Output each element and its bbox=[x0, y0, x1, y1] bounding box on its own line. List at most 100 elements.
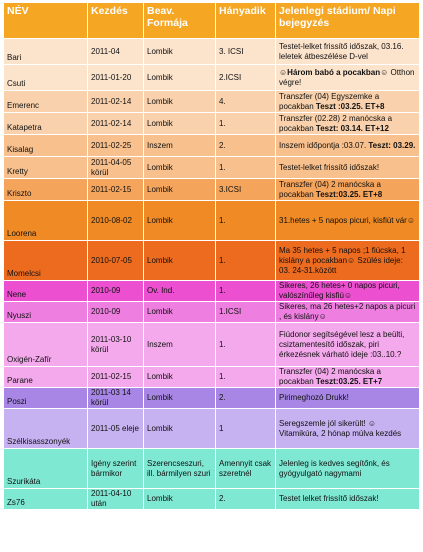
cell-start: 2010-09 bbox=[87, 301, 144, 323]
cell-method: Lombik bbox=[143, 366, 216, 388]
status-highlight: Teszt: 03.14. ET+12 bbox=[315, 123, 389, 133]
cell-method: Lombik bbox=[143, 90, 216, 113]
cell-name: Kriszto bbox=[3, 178, 88, 201]
table-row: Szurikáta Igény szerint bármikor Szerencse… bbox=[3, 448, 420, 489]
cell-method: Lombik bbox=[143, 387, 216, 409]
cell-start: 2011-02-15 bbox=[87, 178, 144, 201]
cell-status: ☺Három babó a pocakban☺ Otthon végre! bbox=[275, 64, 420, 91]
cell-name: Bari bbox=[3, 38, 88, 65]
status-text: Sikeres, ma 26 hetes+2 napos a picuri , … bbox=[279, 302, 416, 322]
cell-method: Szerencseszuri, ill. bármilyen szuri bbox=[143, 448, 216, 489]
header-nth: Hányadik bbox=[215, 2, 276, 39]
cell-method: Ov. Ind. bbox=[143, 280, 216, 302]
cell-status: Sikeres, 26 hetes+ 0 napos picuri, valós… bbox=[275, 280, 420, 302]
cell-start: 2011-03-10 körül bbox=[87, 322, 144, 367]
table-row: Zs76 2011-04-10 után Lombik 2. Testet lelket… bbox=[3, 488, 420, 510]
cell-start: 2010-07-05 bbox=[87, 240, 144, 281]
status-text: Sikeres, 26 hetes+ 0 napos picuri, valós… bbox=[279, 281, 400, 301]
cell-nth: 1. bbox=[215, 280, 276, 302]
cell-method: Lombik bbox=[143, 64, 216, 91]
cell-method: Inszem bbox=[143, 134, 216, 157]
cell-name: Poszi bbox=[3, 387, 88, 409]
header-status: Jelenlegi stádium/ Napi bejegyzés bbox=[275, 2, 420, 39]
status-text: Testet-lelket frissítő időszak! bbox=[279, 162, 380, 172]
cell-start: 2011-02-14 bbox=[87, 112, 144, 135]
cell-name: Kisalag bbox=[3, 134, 88, 157]
cell-status: Transzfer (04) 2 manócska a pocakban Tes… bbox=[275, 178, 420, 201]
status-highlight: Három babó a pocakban☺ bbox=[287, 67, 389, 77]
progress-table-container: NÉV Kezdés Beav. Formája Hányadik Jelenl… bbox=[3, 2, 420, 510]
cell-status: Pirimeghozó Drukk! bbox=[275, 387, 420, 409]
cell-status: Transzfer (04) Egyszemke a pocakban Tesz… bbox=[275, 90, 420, 113]
cell-start: 2011-03 14 körül bbox=[87, 387, 144, 409]
cell-nth: 1 bbox=[215, 408, 276, 449]
cell-status: Inszem időpontja :03.07. Teszt: 03.29. bbox=[275, 134, 420, 157]
cell-status: Fiúdonor segítségével lesz a beülti, csi… bbox=[275, 322, 420, 367]
table-row: Nyuszi 2010-09 Lombik 1.ICSI Sikeres, ma 26 … bbox=[3, 301, 420, 323]
header-row: NÉV Kezdés Beav. Formája Hányadik Jelenl… bbox=[3, 2, 420, 39]
cell-nth: 1. bbox=[215, 200, 276, 241]
cell-nth: 2. bbox=[215, 488, 276, 510]
cell-method: Lombik bbox=[143, 200, 216, 241]
header-start: Kezdés bbox=[87, 2, 144, 39]
table-row: Emerenc 2011-02-14 Lombik 4. Transzfer (04) … bbox=[3, 90, 420, 113]
cell-status: Testet lelket frissítő időszak! bbox=[275, 488, 420, 510]
cell-status: 31.hetes + 5 napos picuri, kisfiút vár☺ bbox=[275, 200, 420, 241]
cell-method: Lombik bbox=[143, 178, 216, 201]
cell-start: 2011-02-15 bbox=[87, 366, 144, 388]
status-text: 31.hetes + 5 napos picuri, kisfiút vár☺ bbox=[279, 215, 416, 225]
header-name: NÉV bbox=[3, 2, 88, 39]
cell-name: Kretty bbox=[3, 156, 88, 179]
cell-status: Sikeres, ma 26 hetes+2 napos a picuri , … bbox=[275, 301, 420, 323]
cell-start: 2011-01-20 bbox=[87, 64, 144, 91]
cell-method: Lombik bbox=[143, 488, 216, 510]
cell-name: Katapetra bbox=[3, 112, 88, 135]
cell-status: Transzfer (02.28) 2 manócska a pocakban … bbox=[275, 112, 420, 135]
cell-nth: 4. bbox=[215, 90, 276, 113]
table-row: Momelcsi 2010-07-05 Lombik 1. Ma 35 hetes + … bbox=[3, 240, 420, 281]
cell-name: Szélkisasszonyék bbox=[3, 408, 88, 449]
cell-name: Emerenc bbox=[3, 90, 88, 113]
status-text: Inszem időpontja :03.07. bbox=[279, 140, 369, 150]
status-text: Seregszemle jól sikerült! ☺ Vitamikúra, … bbox=[279, 418, 402, 438]
status-text: Pirimeghozó Drukk! bbox=[279, 393, 349, 402]
cell-nth: 1.ICSI bbox=[215, 301, 276, 323]
cell-status: Jelenleg is kedves segítőnk, és gyógyulg… bbox=[275, 448, 420, 489]
status-highlight: Teszt: 03.29. bbox=[368, 140, 416, 150]
cell-method: Lombik bbox=[143, 408, 216, 449]
cell-status: Testet-lelket frissítő időszak! bbox=[275, 156, 420, 179]
cell-status: Ma 35 hetes + 5 napos ;1 fiúcska, 1 kisl… bbox=[275, 240, 420, 281]
cell-name: Momelcsi bbox=[3, 240, 88, 281]
table-row: Kriszto 2011-02-15 Lombik 3.ICSI Transzfer (… bbox=[3, 178, 420, 201]
table-row: Kisalag 2011-02-25 Inszem 2. Inszem időpontj… bbox=[3, 134, 420, 157]
cell-start: Igény szerint bármikor bbox=[87, 448, 144, 489]
table-row: Bari 2011-04 Lombik 3. ICSI Testet-lelket f… bbox=[3, 38, 420, 65]
status-text: Testet-lelket frissítő időszak, 03.16. l… bbox=[279, 41, 404, 61]
cell-status: Testet-lelket frissítő időszak, 03.16. l… bbox=[275, 38, 420, 65]
cell-method: Lombik bbox=[143, 112, 216, 135]
cell-method: Lombik bbox=[143, 301, 216, 323]
status-highlight: Teszt:03.25. ET+8 bbox=[315, 189, 383, 199]
table-row: Katapetra 2011-02-14 Lombik 1. Transzfer (02… bbox=[3, 112, 420, 135]
cell-method: Lombik bbox=[143, 38, 216, 65]
cell-start: 2011-04-10 után bbox=[87, 488, 144, 510]
header-method: Beav. Formája bbox=[143, 2, 216, 39]
cell-nth: 1. bbox=[215, 240, 276, 281]
cell-start: 2010-09 bbox=[87, 280, 144, 302]
cell-name: Szurikáta bbox=[3, 448, 88, 489]
cell-method: Lombik bbox=[143, 156, 216, 179]
cell-name: Loorena bbox=[3, 200, 88, 241]
cell-start: 2011-04 bbox=[87, 38, 144, 65]
status-text: Testet lelket frissítő időszak! bbox=[279, 494, 379, 503]
cell-start: 2011-04-05 körül bbox=[87, 156, 144, 179]
cell-status: Transzfer (04) 2 manócska a pocakban Tes… bbox=[275, 366, 420, 388]
cell-nth: 3. ICSI bbox=[215, 38, 276, 65]
table-row: Szélkisasszonyék 2011-05 eleje Lombik 1 Sere… bbox=[3, 408, 420, 449]
status-text: Jelenleg is kedves segítőnk, és gyógyulg… bbox=[279, 458, 390, 478]
status-text: Fiúdonor segítségével lesz a beülti, csi… bbox=[279, 329, 405, 359]
table-row: Kretty 2011-04-05 körül Lombik 1. Testet-lel… bbox=[3, 156, 420, 179]
cell-nth: 3.ICSI bbox=[215, 178, 276, 201]
cell-nth: 2.ICSI bbox=[215, 64, 276, 91]
cell-start: 2011-02-14 bbox=[87, 90, 144, 113]
progress-table: NÉV Kezdés Beav. Formája Hányadik Jelenl… bbox=[3, 2, 420, 510]
